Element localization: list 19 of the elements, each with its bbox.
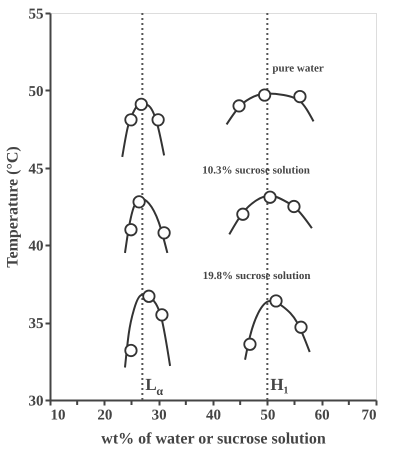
- x-tick-label: 60: [314, 408, 330, 424]
- ref-line-label: H₁: [270, 375, 289, 394]
- x-tick-label: 10: [50, 408, 66, 424]
- x-tick-label: 50: [260, 408, 276, 424]
- x-axis-title: wt% of water or sucrose solution: [101, 430, 326, 448]
- y-tick-label: 50: [28, 84, 44, 100]
- x-tick-label: 20: [97, 408, 112, 424]
- x-tick-label: 30: [152, 408, 167, 424]
- x-tick-label: 70: [362, 408, 376, 424]
- annotation: 19.8% sucrose solution: [202, 270, 310, 282]
- y-tick-label: 35: [28, 316, 44, 332]
- y-tick-label: 30: [28, 394, 44, 410]
- y-tick-label: 55: [28, 6, 44, 22]
- y-tick-label: 45: [28, 161, 44, 178]
- y-tick-label: 40: [28, 238, 44, 255]
- y-axis-title: Temperature (°C): [4, 146, 22, 268]
- annotation: pure water: [272, 62, 324, 74]
- annotation: 10.3% sucrose solution: [202, 164, 310, 177]
- x-tick-label: 40: [206, 408, 221, 424]
